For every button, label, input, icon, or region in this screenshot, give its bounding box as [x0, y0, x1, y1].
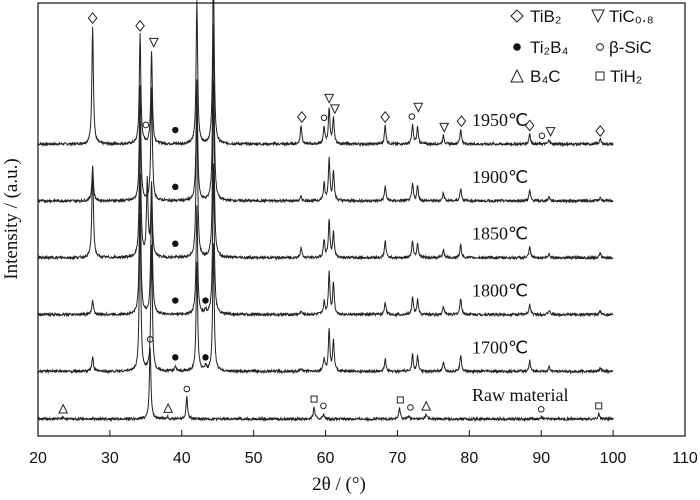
- ti2b4-marker: [172, 297, 179, 304]
- ti2b4-marker: [172, 126, 179, 134]
- xrd-trace: [37, 24, 614, 204]
- legend: TiB₂ TiC₀.₈ Ti₂B₄ β-SiC B₄C TiH₂: [510, 7, 654, 86]
- xrd-trace: [37, 163, 614, 318]
- tic-marker: [329, 104, 340, 115]
- tic-marker: [413, 102, 424, 113]
- ti2b4-marker: [172, 183, 179, 191]
- b4c-marker: [58, 403, 69, 414]
- x-axis-title: 2θ / (°): [312, 474, 366, 495]
- series-label: Raw material: [472, 385, 568, 405]
- xrd-trace: [37, 0, 614, 148]
- legend-ti2b4-symbol: [513, 43, 521, 51]
- legend-label: β-SiC: [609, 38, 652, 57]
- b4c-marker: [163, 402, 174, 413]
- tib2-marker: [456, 115, 467, 128]
- sic-marker: [538, 132, 546, 140]
- series-label: 1950℃: [472, 110, 528, 130]
- tih2-marker: [595, 402, 603, 410]
- tib2-marker: [380, 111, 391, 124]
- legend-sic-symbol: [596, 43, 604, 51]
- sic-marker: [320, 402, 327, 410]
- tic-marker: [324, 93, 335, 104]
- legend-label: TiC₀.₈: [609, 7, 654, 26]
- x-tick-label: 50: [245, 450, 263, 467]
- sic-marker: [142, 121, 150, 129]
- sic-marker: [407, 404, 414, 411]
- legend-label: TiH₂: [610, 67, 642, 86]
- ti2b4-marker: [172, 240, 179, 247]
- x-tick-label: 90: [532, 450, 550, 467]
- series-label: 1800℃: [472, 281, 528, 301]
- sic-marker: [183, 385, 191, 393]
- x-tick-label: 60: [317, 450, 335, 467]
- ti2b4-marker: [202, 297, 209, 304]
- tib2-marker: [87, 12, 98, 25]
- b4c-marker: [421, 400, 432, 411]
- tic-marker: [545, 127, 556, 138]
- legend-b4c-symbol: [510, 68, 524, 83]
- series-label: 1900℃: [472, 167, 528, 187]
- x-tick-label: 110: [672, 450, 698, 467]
- ti2b4-marker: [202, 354, 209, 361]
- tic-marker: [148, 37, 159, 48]
- x-tick-label: 70: [389, 450, 407, 467]
- legend-label: TiB₂: [530, 7, 561, 26]
- plot-frame: [37, 2, 686, 437]
- traces-layer: [37, 0, 614, 423]
- xrd-trace: [37, 347, 614, 423]
- tib2-marker: [135, 19, 145, 32]
- legend-tib2-symbol: [510, 9, 524, 23]
- sic-marker: [537, 405, 545, 413]
- tic-marker: [439, 122, 450, 133]
- x-ticks-layer: 20 30 40 50 60 70 80 90 100 110: [29, 430, 698, 467]
- x-tick-label: 80: [460, 450, 478, 467]
- legend-tih2-symbol: [595, 71, 605, 81]
- legend-label: Ti₂B₄: [530, 38, 568, 57]
- x-tick-label: 30: [101, 450, 119, 467]
- x-tick-label: 100: [600, 450, 627, 467]
- sic-marker: [408, 113, 416, 120]
- y-axis-title: Intensity / (a.u.): [1, 158, 22, 279]
- ti2b4-marker: [172, 354, 179, 361]
- series-labels-layer: 1950℃ 1900℃ 1850℃ 1800℃ 1700℃ Raw material: [472, 110, 568, 405]
- legend-tic-symbol: [591, 9, 605, 24]
- x-tick-label: 20: [29, 450, 47, 467]
- tib2-marker: [524, 119, 535, 132]
- sic-marker: [320, 114, 328, 122]
- tib2-marker: [296, 110, 307, 123]
- x-tick-label: 40: [173, 450, 191, 467]
- phase-markers-layer: [58, 12, 606, 414]
- legend-label: B₄C: [530, 67, 561, 86]
- tih2-marker: [396, 396, 404, 404]
- series-label: 1850℃: [472, 224, 528, 244]
- tih2-marker: [310, 395, 318, 403]
- series-label: 1700℃: [472, 337, 528, 357]
- xrd-trace: [37, 214, 614, 375]
- tib2-marker: [595, 124, 606, 137]
- xrd-trace: [37, 80, 614, 261]
- sic-marker: [146, 336, 154, 343]
